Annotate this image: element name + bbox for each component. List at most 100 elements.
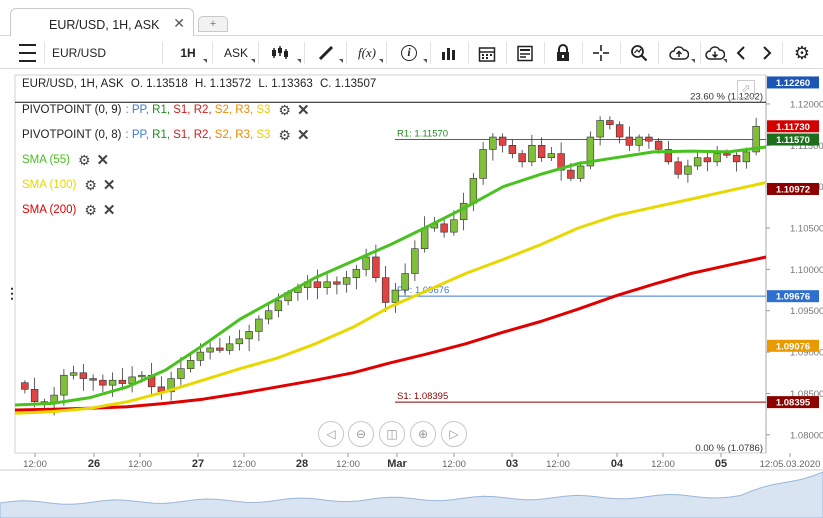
- close-icon[interactable]: ✕: [173, 15, 185, 31]
- candle-body: [167, 378, 175, 393]
- x-tick-label: 26: [88, 458, 100, 470]
- price-tag-label: 1.08395: [776, 398, 811, 409]
- candle-body: [313, 281, 322, 288]
- calendar-button[interactable]: [472, 40, 502, 66]
- period-selector[interactable]: 1H: [168, 40, 208, 66]
- side-selector[interactable]: ASK: [216, 40, 256, 66]
- candle-body: [372, 256, 380, 278]
- legend-pivot-2: PIVOTPOINT (0, 8) : PP, R1, S1, R2, S2, …: [22, 126, 310, 145]
- pivot-level-label: R2,: [190, 129, 212, 141]
- menu-icon[interactable]: [14, 40, 40, 66]
- chevron-down-icon: [723, 59, 727, 63]
- chevron-down-icon: [423, 59, 427, 63]
- candle-body: [537, 145, 546, 159]
- scroll-left-button[interactable]: [730, 40, 752, 66]
- pivot-level-label: S1: 1.08395: [397, 391, 448, 402]
- candle-body: [518, 153, 526, 163]
- candle-body: [723, 153, 731, 156]
- info-button[interactable]: i: [390, 40, 428, 66]
- chevron-down-icon: [339, 59, 343, 63]
- ohlc-close: C. 1.13507: [319, 78, 377, 90]
- pivot-level-label: S1,: [170, 104, 191, 116]
- template-button[interactable]: [510, 40, 540, 66]
- price-tag: [767, 290, 819, 303]
- gear-icon[interactable]: ⚙: [77, 151, 91, 168]
- chevron-down-icon: [379, 59, 383, 63]
- template-icon: [517, 45, 533, 61]
- x-tick-label: 28: [296, 458, 308, 470]
- candle-body: [381, 277, 390, 303]
- toolbar-divider: [386, 42, 387, 64]
- volume-button[interactable]: [434, 40, 464, 66]
- candle-body: [674, 161, 682, 175]
- toolbar-divider: [212, 42, 213, 64]
- chevron-left-icon: [736, 46, 745, 60]
- close-icon[interactable]: ✕: [102, 177, 116, 194]
- candle-body: [645, 136, 653, 142]
- price-tag: [767, 133, 819, 146]
- candle-body: [654, 140, 663, 150]
- popout-icon[interactable]: ⬀: [737, 80, 755, 98]
- y-tick-label: 1.10500: [790, 224, 823, 235]
- x-tick-label: 27: [192, 458, 204, 470]
- candle-body: [186, 360, 195, 369]
- chart-tab[interactable]: EUR/USD, 1H, ASK ✕: [10, 8, 194, 36]
- y-tick-label: 1.09500: [790, 306, 823, 317]
- toolbar-divider: [304, 42, 305, 64]
- candle-body: [99, 379, 107, 386]
- zoom-button[interactable]: [624, 40, 654, 66]
- candle-body: [411, 248, 419, 274]
- candle-body: [547, 153, 556, 159]
- gear-icon[interactable]: ⚙: [84, 201, 97, 218]
- candle-body: [752, 125, 760, 153]
- pan-left-button[interactable]: ◁: [318, 421, 344, 447]
- candle-body: [576, 165, 585, 179]
- zoom-in-button[interactable]: ⊕: [410, 421, 436, 447]
- candle-body: [235, 338, 244, 345]
- price-chart[interactable]: 1.125001.120001.115001.110001.105001.100…: [0, 69, 823, 518]
- settings-button[interactable]: ⚙: [788, 40, 816, 66]
- legend-sma-200-label: SMA (200): [22, 204, 77, 216]
- close-icon[interactable]: ✕: [296, 127, 310, 144]
- period-value: 1H: [180, 46, 196, 60]
- candle-body: [352, 269, 361, 278]
- upload-button[interactable]: [662, 40, 696, 66]
- candle-body: [118, 379, 127, 384]
- pivot-level-label: S2,: [211, 104, 233, 116]
- lock-button[interactable]: [548, 40, 578, 66]
- sma-55-line: [14, 145, 767, 407]
- crosshair-button[interactable]: [586, 40, 616, 66]
- symbol-selector[interactable]: EUR/USD: [48, 40, 158, 66]
- indicators-button[interactable]: f(x): [350, 40, 384, 66]
- pan-right-button[interactable]: ▷: [441, 421, 467, 447]
- zoom-out-button[interactable]: ⊖: [348, 421, 374, 447]
- candle-body: [362, 256, 370, 270]
- pivot-level-label: : PP,: [125, 129, 149, 141]
- toolbar-divider: [700, 42, 701, 64]
- scroll-right-button[interactable]: [756, 40, 778, 66]
- gear-icon: ⚙: [793, 42, 811, 63]
- navigator-area: [0, 471, 823, 518]
- candle-body: [391, 289, 400, 303]
- reset-view-button[interactable]: ◫: [379, 421, 405, 447]
- gear-icon[interactable]: ⚙: [278, 101, 291, 118]
- candle-body: [479, 149, 487, 179]
- close-icon[interactable]: ✕: [102, 202, 116, 219]
- candle-body: [742, 151, 751, 163]
- candle-body: [245, 331, 253, 340]
- resize-handle-icon[interactable]: ⋮: [5, 285, 19, 301]
- close-icon[interactable]: ✕: [296, 102, 310, 119]
- download-button[interactable]: [702, 40, 728, 66]
- candle-body: [498, 136, 507, 146]
- gear-icon[interactable]: ⚙: [278, 126, 291, 143]
- candle-body: [225, 343, 234, 351]
- chevron-down-icon: [297, 59, 301, 63]
- draw-tool-button[interactable]: [308, 40, 344, 66]
- toolbar-divider: [506, 42, 507, 64]
- fib-top-label: 23.60 % (1.1202): [690, 91, 763, 102]
- new-tab-button[interactable]: +: [198, 16, 228, 32]
- gear-icon[interactable]: ⚙: [84, 176, 97, 193]
- chart-type-button[interactable]: [262, 40, 302, 66]
- close-icon[interactable]: ✕: [96, 152, 110, 169]
- price-tag: [767, 76, 819, 89]
